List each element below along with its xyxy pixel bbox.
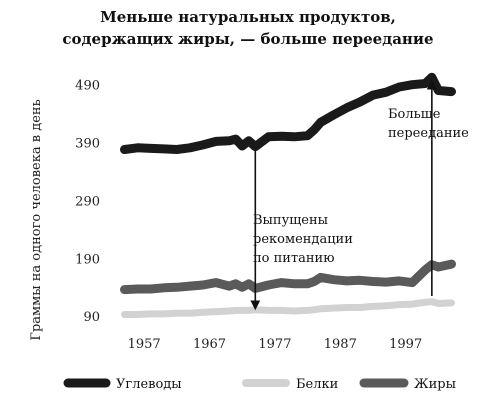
legend-label-carbs: Углеводы bbox=[116, 377, 182, 392]
x-tick-label: 1997 bbox=[389, 337, 422, 352]
annotation-guidelines: Выпущены рекомендации по питанию bbox=[253, 213, 357, 266]
y-axis-ticks: 90 190 290 390 490 bbox=[75, 79, 100, 326]
annotation-guidelines-line-1: Выпущены bbox=[253, 213, 328, 228]
series-lines bbox=[120, 72, 456, 318]
annotation-overeating: Больше переедание bbox=[388, 107, 469, 141]
x-tick-label: 1957 bbox=[128, 337, 161, 352]
y-tick-label: 490 bbox=[75, 79, 100, 94]
legend: Углеводы Белки Жиры bbox=[63, 377, 456, 392]
x-tick-label: 1987 bbox=[324, 337, 357, 352]
legend-label-protein: Белки bbox=[296, 377, 338, 392]
annotation-overeating-line-1: Больше bbox=[388, 107, 441, 122]
series-line-2 bbox=[120, 259, 456, 295]
series-line-0 bbox=[120, 72, 456, 154]
annotation-guidelines-line-2: рекомендации bbox=[253, 232, 353, 247]
annotation-overeating-line-2: переедание bbox=[388, 126, 469, 141]
y-tick-label: 390 bbox=[75, 137, 100, 152]
y-axis-label: Граммы на одного человека в день bbox=[29, 99, 44, 340]
annotation-arrows bbox=[250, 79, 437, 311]
chart-title-line-1: Меньше натуральных продуктов, bbox=[100, 8, 396, 26]
annotation-guidelines-line-3: по питанию bbox=[253, 251, 335, 266]
y-tick-label: 290 bbox=[75, 194, 100, 209]
y-tick-label: 190 bbox=[75, 252, 100, 267]
legend-label-fat: Жиры bbox=[414, 377, 456, 392]
x-axis-ticks: 1957 1967 1977 1987 1997 bbox=[128, 337, 423, 352]
series-line-1 bbox=[121, 298, 455, 318]
x-tick-label: 1977 bbox=[258, 337, 291, 352]
chart-title-line-2: содержащих жиры, — больше переедание bbox=[62, 30, 434, 48]
y-tick-label: 90 bbox=[83, 310, 100, 325]
x-tick-label: 1967 bbox=[193, 337, 226, 352]
